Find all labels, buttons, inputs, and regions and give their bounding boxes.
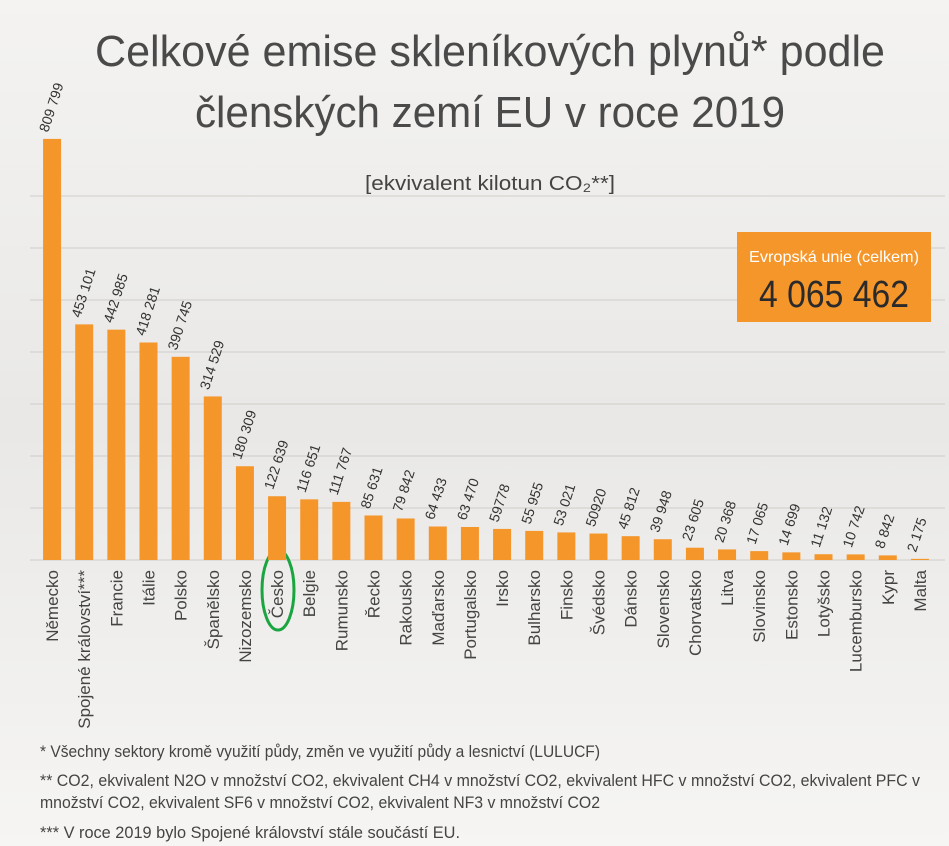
x-tick-label: Slovensko bbox=[654, 570, 673, 648]
bar bbox=[268, 496, 287, 560]
total-box bbox=[737, 232, 931, 322]
bar bbox=[235, 466, 254, 560]
bar bbox=[910, 558, 929, 560]
x-tick-label: Spojené království*** bbox=[75, 570, 94, 729]
bar bbox=[107, 329, 126, 560]
bar bbox=[460, 526, 479, 560]
bar bbox=[396, 518, 415, 560]
chart-title: Celkové emise skleníkových plynů* podle bbox=[95, 27, 885, 76]
x-tick-label: Slovinsko bbox=[750, 570, 769, 643]
x-tick-label: Bulharsko bbox=[525, 570, 544, 646]
x-tick-label: Chorvatsko bbox=[686, 570, 705, 656]
bar bbox=[139, 342, 158, 560]
x-tick-label: Česko bbox=[268, 570, 287, 618]
bar bbox=[557, 532, 576, 560]
total-label: Evropská unie (celkem) bbox=[749, 249, 919, 266]
footnote: * Všechny sektory kromě využití půdy, zm… bbox=[40, 742, 600, 761]
bar bbox=[493, 528, 512, 560]
bar bbox=[718, 549, 737, 560]
x-tick-label: Řecko bbox=[365, 570, 384, 618]
bar bbox=[782, 552, 801, 560]
footnote: množství CO2, ekvivalent SF6 v množství … bbox=[40, 793, 600, 812]
x-tick-label: Španělsko bbox=[204, 570, 223, 649]
bar bbox=[621, 536, 640, 560]
x-tick-label: Rumunsko bbox=[332, 570, 351, 651]
bar bbox=[300, 499, 319, 560]
footnote: *** V roce 2019 bylo Spojené království … bbox=[40, 823, 460, 842]
x-tick-label: Finsko bbox=[557, 570, 576, 620]
bar bbox=[428, 526, 447, 560]
x-tick-label: Portugalsko bbox=[461, 570, 480, 660]
bar bbox=[846, 554, 865, 560]
bar bbox=[685, 547, 704, 560]
x-tick-label: Polsko bbox=[172, 570, 191, 621]
x-tick-label: Nizozemsko bbox=[236, 570, 255, 663]
x-tick-label: Litva bbox=[718, 569, 737, 605]
x-tick-label: Francie bbox=[107, 570, 126, 627]
chart-subtitle: [ekvivalent kilotun CO₂**] bbox=[365, 173, 615, 195]
bar bbox=[814, 554, 833, 560]
footnote: ** CO2, ekvivalent N2O v množství CO2, e… bbox=[40, 771, 920, 790]
bar bbox=[878, 555, 897, 560]
bar bbox=[750, 551, 769, 560]
x-tick-label: Lucembursko bbox=[847, 570, 866, 672]
x-tick-label: Itálie bbox=[140, 570, 159, 606]
bar bbox=[332, 501, 351, 560]
bar bbox=[525, 530, 544, 560]
x-tick-label: Irsko bbox=[493, 570, 512, 607]
total-value: 4 065 462 bbox=[759, 274, 909, 316]
chart-title: členských zemí EU v roce 2019 bbox=[195, 88, 785, 137]
x-tick-label: Lotyšsko bbox=[815, 570, 834, 637]
x-tick-label: Malta bbox=[911, 569, 930, 611]
x-tick-label: Maďarsko bbox=[429, 570, 448, 646]
x-tick-label: Estonsko bbox=[782, 570, 801, 640]
bar bbox=[43, 138, 62, 560]
x-tick-label: Německo bbox=[43, 570, 62, 642]
bar bbox=[75, 324, 94, 560]
bar bbox=[589, 533, 608, 560]
x-tick-label: Rakousko bbox=[397, 570, 416, 646]
bar bbox=[364, 515, 383, 560]
x-tick-label: Belgie bbox=[300, 570, 319, 617]
bar bbox=[171, 356, 190, 560]
x-tick-label: Dánsko bbox=[622, 570, 641, 628]
bar bbox=[653, 539, 672, 560]
x-tick-label: Švédsko bbox=[590, 570, 609, 635]
bar bbox=[203, 396, 222, 560]
x-tick-label: Kypr bbox=[879, 570, 898, 605]
